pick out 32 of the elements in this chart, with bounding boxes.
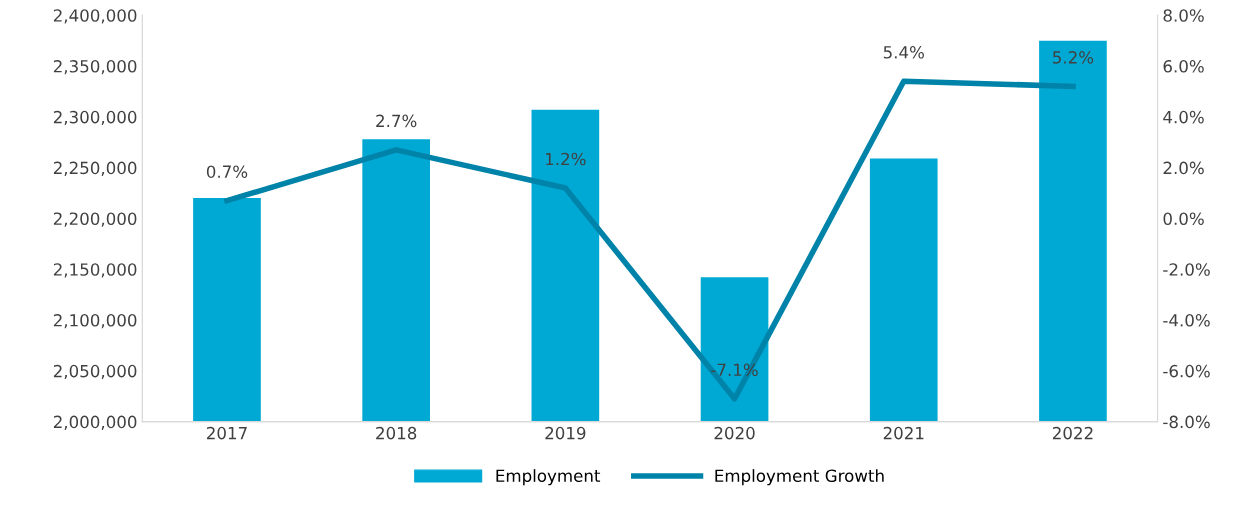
x-tick-label: 2018 — [376, 426, 417, 440]
data-label: 2.7% — [376, 114, 417, 128]
y2-tick-label: 8.0% — [1163, 9, 1204, 22]
y-tick-label: 2,300,000 — [53, 110, 137, 126]
y-tick-label: 2,100,000 — [53, 314, 137, 329]
data-label: 0.7% — [206, 165, 248, 178]
x-tick-label: 2020 — [714, 426, 755, 440]
y2-tick-label: 0.0% — [1163, 212, 1204, 226]
legend-label: Employment — [496, 469, 601, 486]
legend-label: Employment Growth — [715, 469, 884, 486]
data-label: -7.1% — [711, 363, 758, 377]
x-tick-label: 2017 — [206, 426, 247, 440]
y-tick-label: 2,000,000 — [53, 415, 137, 430]
y2-tick-label: -4.0% — [1163, 314, 1210, 327]
y-tick-label: 2,050,000 — [53, 364, 137, 380]
data-label: 5.4% — [883, 46, 924, 59]
data-label: 1.2% — [546, 152, 586, 166]
y2-tick-label: -6.0% — [1163, 364, 1210, 378]
x-tick-label: 2019 — [545, 426, 586, 440]
y2-tick-label: -8.0% — [1163, 415, 1210, 429]
y2-tick-label: 6.0% — [1163, 60, 1204, 73]
y-tick-label: 2,250,000 — [53, 161, 137, 176]
x-tick-label: 2021 — [883, 426, 924, 440]
x-tick-label: 2022 — [1052, 426, 1093, 440]
y-tick-label: 2,400,000 — [53, 9, 137, 24]
data-label: 5.2% — [1053, 51, 1094, 64]
y-tick-label: 2,350,000 — [53, 60, 137, 75]
y2-tick-label: 2.0% — [1163, 161, 1204, 175]
y2-tick-label: -2.0% — [1163, 263, 1210, 276]
y-tick-label: 2,200,000 — [53, 212, 137, 227]
y-tick-label: 2,150,000 — [53, 263, 137, 278]
y2-tick-label: 4.0% — [1163, 110, 1204, 124]
